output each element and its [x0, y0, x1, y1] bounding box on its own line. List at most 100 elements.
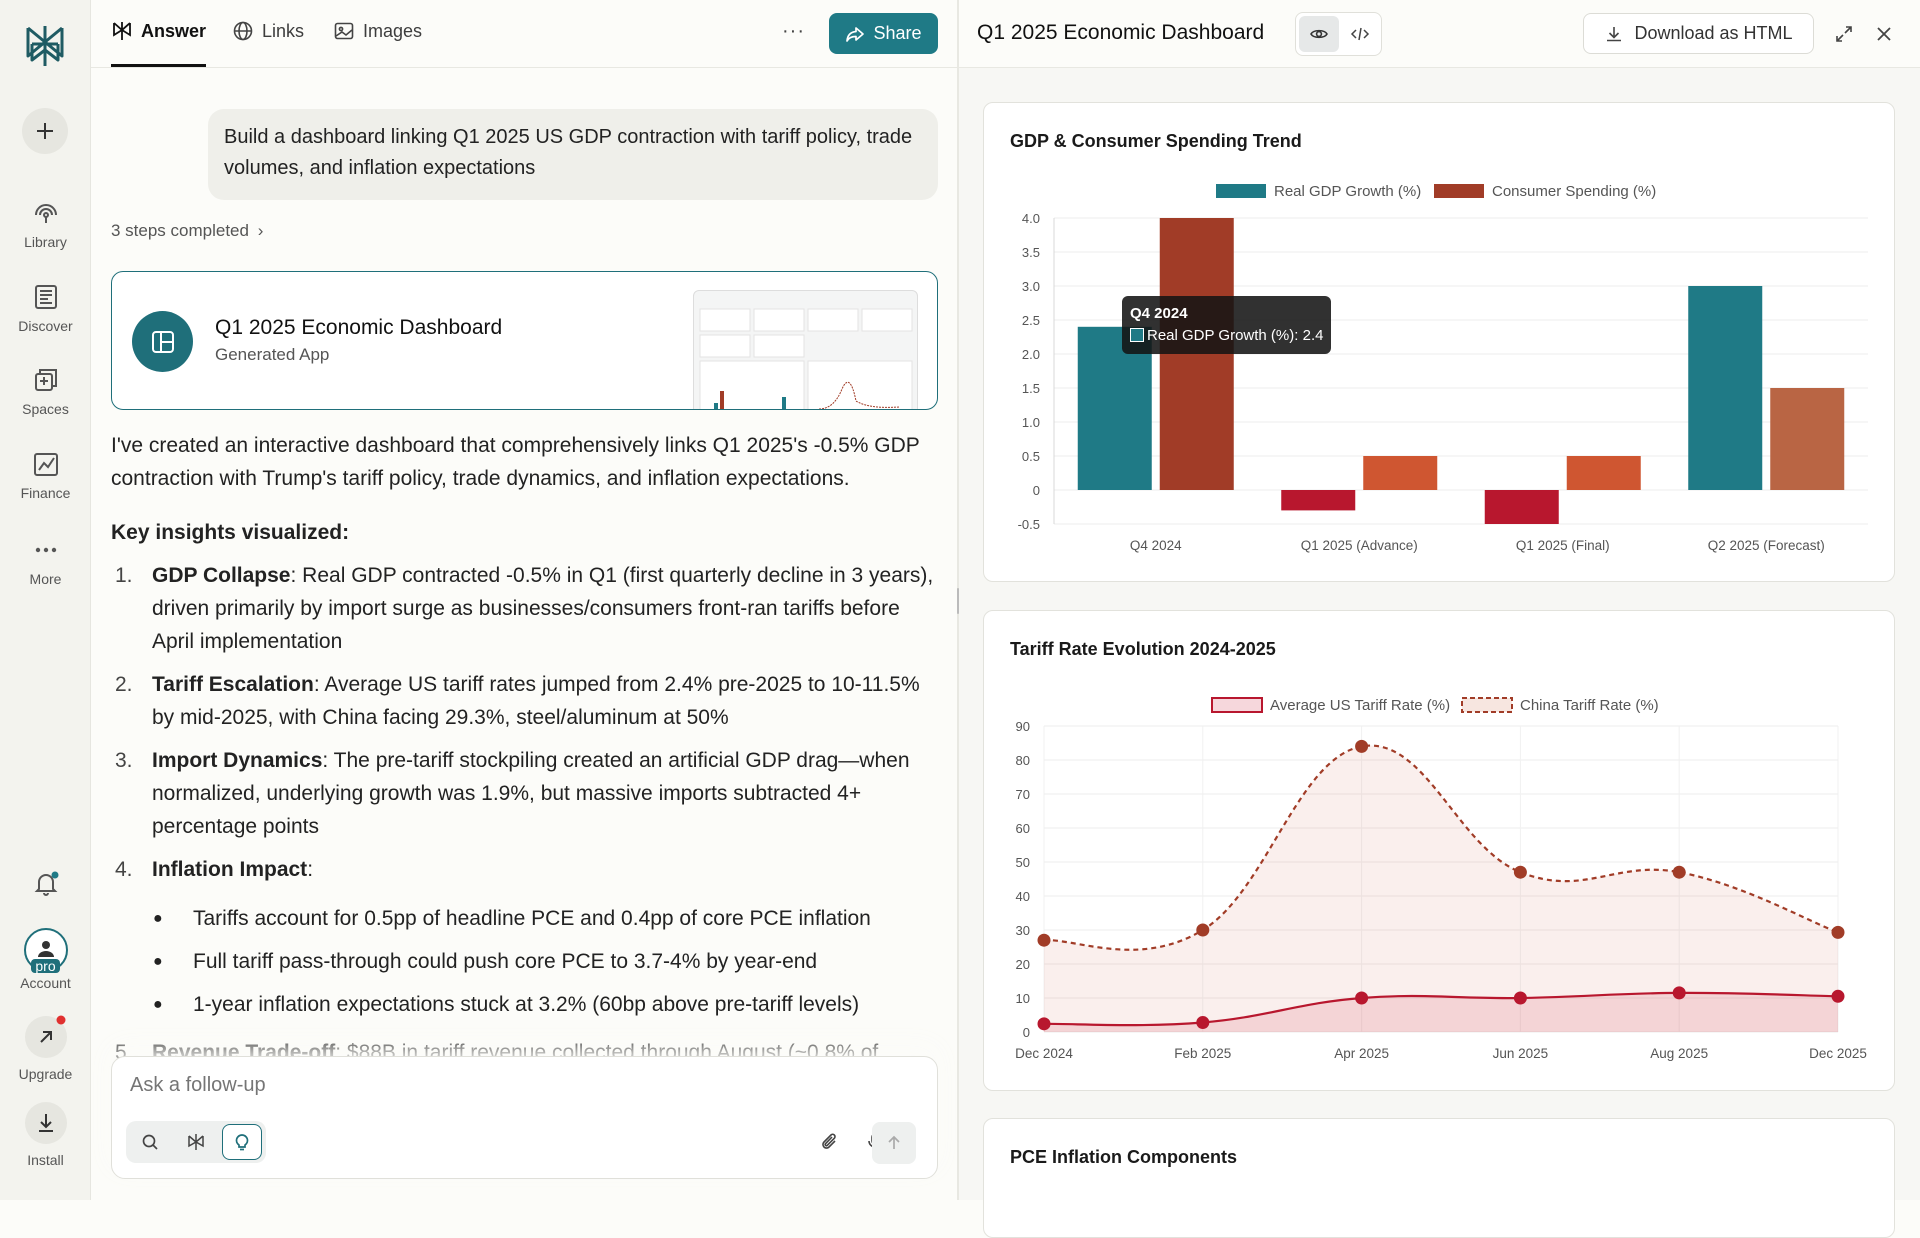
- lightbulb-icon: [235, 1134, 249, 1151]
- legend-swatch: [1211, 697, 1263, 713]
- research-mode-button[interactable]: [176, 1124, 216, 1160]
- new-thread-button[interactable]: [22, 108, 68, 154]
- code-view-button[interactable]: [1340, 16, 1380, 52]
- share-label: Share: [873, 23, 922, 43]
- list-item-text: : Average US tariff rates jumped from 2.…: [152, 673, 920, 729]
- y-tick-label: 30: [1016, 923, 1030, 938]
- y-tick-label: 50: [1016, 855, 1030, 870]
- labs-mode-button[interactable]: [222, 1124, 262, 1160]
- list-item-text: : Real GDP contracted -0.5% in Q1 (first…: [152, 564, 934, 653]
- search-mode-button[interactable]: [130, 1124, 170, 1160]
- list-item: 1. GDP Collapse: Real GDP contracted -0.…: [111, 559, 941, 658]
- nav-discover[interactable]: Discover: [0, 282, 91, 334]
- x-tick-label: Q1 2025 (Advance): [1301, 538, 1418, 553]
- submit-button[interactable]: [872, 1122, 916, 1164]
- more-options-button[interactable]: ···: [782, 20, 805, 42]
- resize-handle-icon[interactable]: [955, 588, 961, 614]
- spaces-icon: [34, 369, 57, 391]
- legend-label: Average US Tariff Rate (%): [1270, 697, 1450, 714]
- bullet-text: 1-year inflation expectations stuck at 3…: [193, 993, 860, 1016]
- list-number: 4.: [115, 858, 133, 881]
- steps-label: 3 steps completed: [111, 221, 249, 240]
- data-point: [1831, 989, 1845, 1003]
- more-icon: [35, 547, 56, 553]
- bullet-text: Tariffs account for 0.5pp of headline PC…: [193, 907, 871, 930]
- y-tick-label: 0: [1023, 1025, 1030, 1040]
- generated-app-card[interactable]: Q1 2025 Economic Dashboard Generated App: [111, 271, 938, 410]
- y-tick-label: 0.5: [1022, 449, 1040, 464]
- upgrade-label: Upgrade: [18, 1066, 73, 1082]
- steps-toggle[interactable]: 3 steps completed ›: [111, 221, 263, 241]
- legend-swatch: [1461, 697, 1513, 713]
- upgrade-arrow-icon: [24, 1015, 67, 1058]
- y-tick-label: -0.5: [1018, 517, 1040, 532]
- download-label: Download as HTML: [1634, 23, 1793, 43]
- download-html-button[interactable]: Download as HTML: [1583, 13, 1814, 54]
- data-point: [1037, 1017, 1051, 1031]
- code-icon: [1350, 27, 1370, 41]
- y-tick-label: 3.0: [1022, 279, 1040, 294]
- attach-button[interactable]: [819, 1131, 841, 1153]
- app-panel-icon: [132, 311, 193, 372]
- chat-pane: Answer Links Images ··· Share Build a da…: [91, 0, 957, 1200]
- bullet-dot: ●: [153, 953, 163, 970]
- follow-up-box: [111, 1056, 938, 1179]
- data-point: [1355, 991, 1369, 1005]
- upgrade-button[interactable]: Upgrade: [0, 1014, 91, 1082]
- perplexity-logo-icon[interactable]: [22, 22, 68, 70]
- legend-label: Consumer Spending (%): [1492, 183, 1656, 200]
- tab-links[interactable]: Links: [232, 20, 304, 42]
- search-icon: [142, 1134, 158, 1150]
- nav-library[interactable]: Library: [0, 198, 91, 250]
- bar: [1566, 456, 1641, 490]
- y-tick-label: 3.5: [1022, 245, 1040, 260]
- preview-view-button[interactable]: [1299, 16, 1339, 52]
- x-tick-label: Aug 2025: [1650, 1046, 1708, 1061]
- active-tab-indicator: [111, 64, 206, 67]
- list-item-title: Inflation Impact: [152, 858, 308, 881]
- account-button[interactable]: pro Account: [0, 927, 91, 991]
- bullet-item: ● Tariffs account for 0.5pp of headline P…: [153, 902, 933, 935]
- nav-finance[interactable]: Finance: [0, 449, 91, 501]
- research-icon: [188, 1134, 204, 1150]
- expand-button[interactable]: [1832, 22, 1856, 46]
- close-button[interactable]: [1872, 22, 1896, 46]
- bullet-item: ● Full tariff pass-through could push cor…: [153, 945, 933, 978]
- app-card-title: Q1 2025 Economic Dashboard: [215, 316, 503, 339]
- y-tick-label: 70: [1016, 787, 1030, 802]
- chart-tooltip: Q4 2024 Real GDP Growth (%): 2.4: [1122, 296, 1332, 354]
- share-button[interactable]: Share: [829, 13, 938, 54]
- y-tick-label: 2.0: [1022, 347, 1040, 362]
- data-point: [1037, 933, 1051, 947]
- pce-chart-card: PCE Inflation Components: [983, 1118, 1895, 1238]
- nav-spaces[interactable]: Spaces: [0, 365, 91, 417]
- list-item-text: :: [307, 858, 314, 881]
- y-tick-label: 60: [1016, 821, 1030, 836]
- tab-answer[interactable]: Answer: [111, 20, 206, 42]
- list-item-text: : The pre-tariff stockpiling created an …: [152, 749, 910, 838]
- answer-intro: I've created an interactive dashboard th…: [111, 434, 920, 490]
- tariff-chart-card: Average US Tariff Rate (%) China Tariff R…: [983, 610, 1895, 1091]
- list-item: 2. Tariff Escalation: Average US tariff …: [111, 668, 941, 734]
- series-area: [1044, 745, 1838, 1032]
- left-rail: Library Discover Spaces Finance More pro…: [0, 0, 91, 1200]
- preview-header: Q1 2025 Economic Dashboard Download as H…: [959, 0, 1920, 68]
- tab-images[interactable]: Images: [333, 20, 422, 42]
- y-tick-label: 80: [1016, 753, 1030, 768]
- bar: [1484, 490, 1559, 524]
- x-tick-label: Q2 2025 (Forecast): [1708, 538, 1825, 553]
- bullet-text: Full tariff pass-through could push core…: [193, 950, 818, 973]
- arrow-up-icon: [888, 1135, 900, 1149]
- bar: [1688, 286, 1763, 490]
- y-tick-label: 4.0: [1022, 211, 1040, 226]
- tab-images-label: Images: [363, 20, 423, 41]
- data-point: [1513, 991, 1527, 1005]
- nav-discover-label: Discover: [18, 318, 73, 334]
- legend-label: Real GDP Growth (%): [1274, 183, 1421, 200]
- follow-up-input[interactable]: [130, 1074, 890, 1097]
- install-button[interactable]: Install: [0, 1100, 91, 1168]
- nav-more[interactable]: More: [0, 535, 91, 587]
- download-icon: [24, 1102, 67, 1144]
- notifications-button[interactable]: [0, 868, 91, 898]
- list-item: 4. Inflation Impact:: [111, 853, 941, 886]
